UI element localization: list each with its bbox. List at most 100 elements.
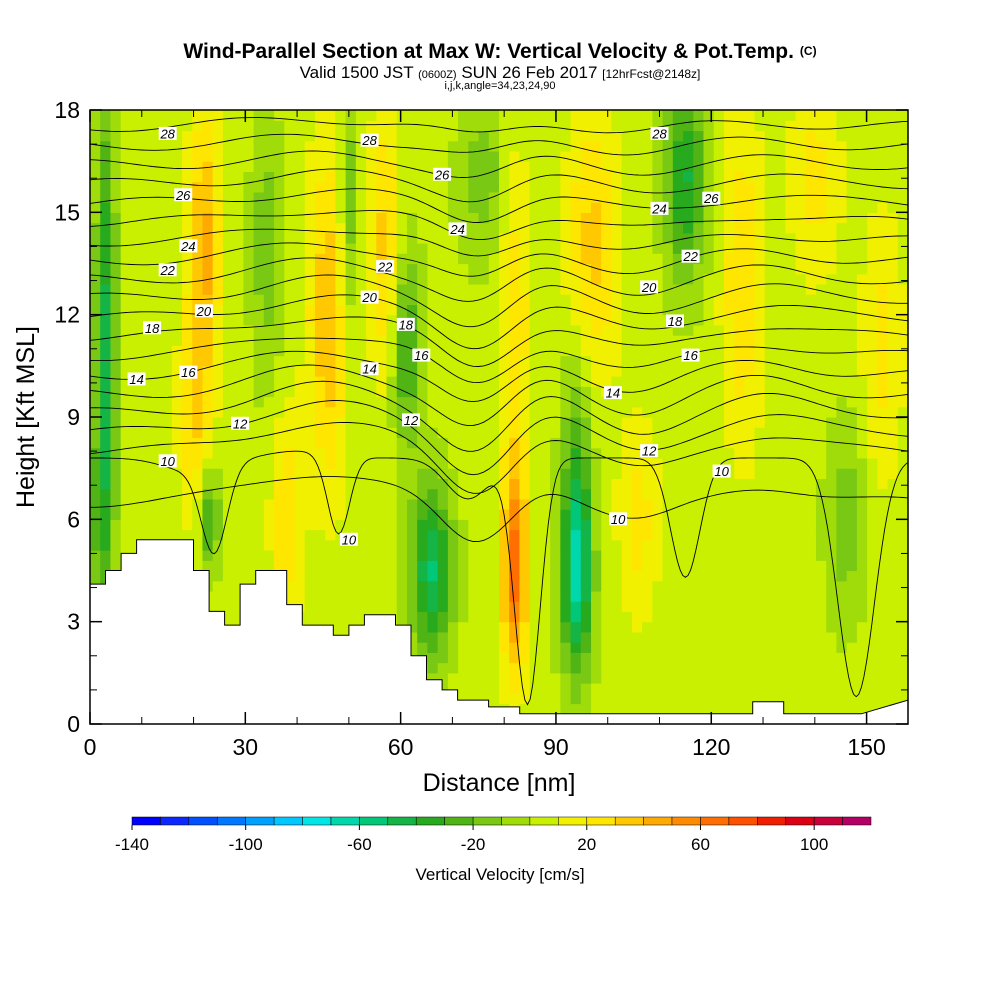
velocity-cell: [703, 140, 715, 152]
velocity-cell: [601, 212, 613, 224]
velocity-cell: [90, 529, 101, 541]
velocity-cell: [683, 672, 694, 684]
velocity-cell: [468, 243, 480, 254]
velocity-cell: [775, 140, 786, 152]
velocity-cell: [826, 590, 838, 602]
velocity-cell: [284, 447, 296, 459]
velocity-cell: [601, 110, 613, 121]
velocity-cell: [243, 110, 255, 121]
velocity-cell: [335, 550, 347, 561]
velocity-cell: [826, 396, 838, 408]
velocity-cell: [580, 263, 592, 275]
velocity-cell: [202, 560, 214, 572]
velocity-cell: [222, 601, 234, 613]
velocity-cell: [897, 232, 908, 244]
velocity-cell: [887, 437, 899, 449]
velocity-cell: [222, 324, 234, 336]
velocity-cell: [171, 161, 183, 172]
velocity-cell: [447, 150, 459, 162]
velocity-cell: [100, 130, 112, 142]
velocity-cell: [182, 457, 193, 469]
velocity-cell: [222, 355, 234, 367]
velocity-cell: [744, 519, 756, 531]
isentrope-label-text: 16: [683, 348, 698, 363]
velocity-cell: [826, 140, 838, 152]
velocity-cell: [519, 590, 531, 602]
velocity-cell: [171, 335, 183, 346]
velocity-cell: [601, 140, 613, 152]
velocity-cell: [560, 601, 572, 613]
velocity-cell: [764, 642, 776, 653]
velocity-cell: [417, 498, 429, 510]
velocity-cell: [192, 335, 204, 346]
velocity-cell: [836, 130, 848, 142]
velocity-cell: [458, 243, 469, 254]
velocity-cell: [560, 570, 572, 582]
velocity-cell: [785, 222, 797, 234]
velocity-cell: [805, 202, 817, 213]
velocity-cell: [427, 519, 439, 531]
velocity-cell: [897, 161, 908, 172]
velocity-cell: [345, 498, 357, 510]
velocity-cell: [141, 498, 152, 510]
velocity-cell: [100, 335, 112, 346]
velocity-cell: [314, 212, 326, 224]
velocity-cell: [539, 171, 551, 183]
velocity-cell: [867, 550, 878, 561]
isentrope-label: 28: [360, 133, 379, 148]
velocity-cell: [642, 253, 653, 265]
isentrope-label: 24: [179, 239, 198, 254]
velocity-cell: [141, 212, 152, 224]
velocity-cell: [406, 601, 418, 613]
velocity-cell: [795, 570, 807, 582]
velocity-cell: [212, 560, 224, 572]
velocity-cell: [611, 150, 623, 162]
velocity-cell: [182, 529, 193, 541]
velocity-cell: [325, 365, 336, 377]
velocity-cell: [192, 457, 204, 469]
velocity-cell: [631, 683, 643, 694]
velocity-cell: [652, 652, 664, 664]
velocity-cell: [795, 427, 807, 439]
velocity-cell: [754, 498, 766, 510]
velocity-cell: [519, 611, 531, 623]
velocity-cell: [734, 580, 746, 592]
velocity-cell: [529, 550, 541, 561]
velocity-cell: [591, 672, 602, 684]
velocity-cell: [785, 161, 797, 172]
velocity-cell: [580, 611, 592, 623]
velocity-cell: [417, 304, 429, 316]
velocity-cell: [887, 509, 899, 520]
velocity-cell: [713, 396, 725, 408]
velocity-cell: [836, 150, 848, 162]
velocity-cell: [672, 478, 684, 490]
velocity-cell: [836, 560, 848, 572]
velocity-cell: [284, 529, 296, 541]
velocity-cell: [488, 672, 500, 684]
velocity-cell: [683, 478, 694, 490]
velocity-cell: [325, 202, 336, 213]
velocity-cell: [550, 683, 561, 694]
velocity-cell: [744, 417, 756, 428]
velocity-cell: [734, 427, 746, 439]
velocity-cell: [805, 181, 817, 193]
velocity-cell: [314, 283, 326, 295]
velocity-cell: [447, 529, 459, 541]
velocity-cell: [580, 406, 592, 418]
velocity-cell: [182, 314, 193, 326]
velocity-cell: [488, 222, 500, 234]
velocity-cell: [437, 294, 449, 306]
velocity-cell: [867, 120, 878, 132]
velocity-cell: [867, 672, 878, 684]
label-backing: [231, 416, 250, 430]
velocity-cell: [529, 570, 541, 582]
velocity-cell: [151, 294, 163, 306]
velocity-cell: [611, 590, 623, 602]
velocity-cell: [723, 498, 735, 510]
velocity-cell: [284, 417, 296, 428]
velocity-cell: [836, 672, 848, 684]
velocity-cell: [867, 253, 878, 265]
velocity-cell: [519, 672, 531, 684]
velocity-cell: [877, 468, 889, 479]
velocity-cell: [468, 263, 480, 275]
